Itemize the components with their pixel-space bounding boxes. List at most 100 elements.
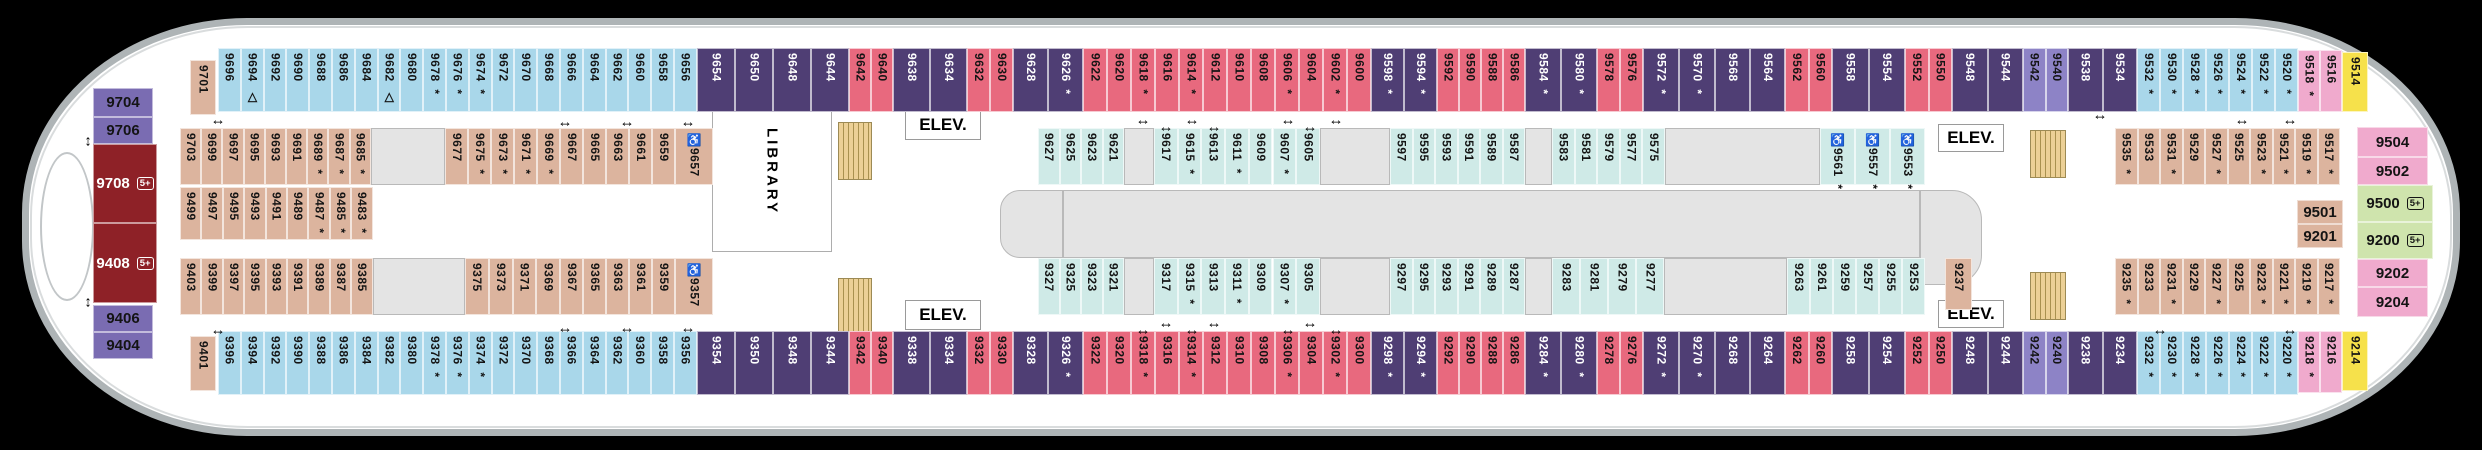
cabin-9591[interactable]: 9591: [1457, 128, 1480, 185]
cabin-9233[interactable]: 9233: [2137, 258, 2160, 315]
cabin-9392[interactable]: 9392: [263, 331, 287, 395]
cabin-9648[interactable]: 9648: [773, 48, 811, 112]
cabin-9597[interactable]: 9597: [1390, 128, 1413, 185]
cabin-9388[interactable]: 9388: [309, 331, 332, 395]
cabin-9376[interactable]: 9376 *: [446, 331, 469, 395]
cabin-9286[interactable]: 9286: [1503, 331, 1525, 395]
cabin-9516[interactable]: 9516: [2320, 50, 2342, 112]
cabin-9328[interactable]: 9328: [1013, 331, 1048, 395]
cabin-9530[interactable]: 9530 *: [2160, 48, 2183, 112]
cabin-9584[interactable]: 9584 *: [1525, 48, 1561, 112]
cabin-9235[interactable]: 9235 *: [2115, 258, 2138, 315]
cabin-9685[interactable]: 9685 *: [349, 128, 371, 185]
cabin-9607[interactable]: 9607 *: [1272, 128, 1297, 185]
cabin-9616[interactable]: 9616: [1155, 48, 1179, 112]
cabin-9533[interactable]: 9533: [2137, 128, 2160, 185]
cabin-9397[interactable]: 9397: [222, 258, 245, 315]
cabin-9521[interactable]: 9521 *: [2272, 128, 2295, 185]
cabin-9370[interactable]: 9370: [514, 331, 538, 395]
cabin-9688[interactable]: 9688: [309, 48, 332, 112]
cabin-9344[interactable]: 9344: [811, 331, 849, 395]
cabin-9618[interactable]: 9618 *: [1131, 48, 1155, 112]
cabin-9550[interactable]: 9550: [1928, 48, 1952, 112]
cabin-9222[interactable]: 9222 *: [2252, 331, 2275, 395]
cabin-9666[interactable]: 9666: [560, 48, 583, 112]
cabin-9292[interactable]: 9292: [1437, 331, 1459, 395]
cabin-9578[interactable]: 9578: [1597, 48, 1620, 112]
cabin-9640[interactable]: 9640: [871, 48, 893, 112]
cabin-9390[interactable]: 9390: [286, 331, 310, 395]
cabin-9695[interactable]: 9695: [243, 128, 265, 185]
cabin-9696[interactable]: 9696: [218, 48, 241, 112]
cabin-9493[interactable]: 9493: [244, 187, 266, 240]
cabin-9320[interactable]: 9320: [1107, 331, 1131, 395]
cabin-9248[interactable]: 9248: [1952, 331, 1988, 395]
cabin-9318[interactable]: 9318 *: [1131, 331, 1155, 395]
cabin-9373[interactable]: 9373: [488, 258, 513, 315]
cabin-9321[interactable]: 9321: [1102, 258, 1124, 315]
cabin-9393[interactable]: 9393: [265, 258, 287, 315]
cabin-9242[interactable]: 9242: [2023, 331, 2046, 395]
cabin-9340[interactable]: 9340: [871, 331, 893, 395]
cabin-9354[interactable]: 9354: [697, 331, 735, 395]
cabin-9689[interactable]: 9689 *: [307, 128, 329, 185]
cabin-9564[interactable]: 9564: [1750, 48, 1785, 112]
cabin-9650[interactable]: 9650: [735, 48, 773, 112]
cabin-9310[interactable]: 9310: [1227, 331, 1251, 395]
cabin-9697[interactable]: 9697: [222, 128, 244, 185]
cabin-9391[interactable]: 9391: [287, 258, 309, 315]
cabin-9375[interactable]: 9375: [465, 258, 489, 315]
cabin-9517[interactable]: 9517 *: [2317, 128, 2340, 185]
cabin-9223[interactable]: 9223 *: [2250, 258, 2273, 315]
cabin-9216[interactable]: 9216: [2320, 331, 2342, 393]
cabin-9568[interactable]: 9568: [1715, 48, 1750, 112]
cabin-9520[interactable]: 9520 *: [2275, 48, 2298, 112]
cabin-9252[interactable]: 9252: [1905, 331, 1929, 395]
cabin-9535[interactable]: 9535 *: [2115, 128, 2138, 185]
cabin-9686[interactable]: 9686: [332, 48, 355, 112]
cabin-9699[interactable]: 9699: [201, 128, 223, 185]
cabin-9504[interactable]: 9504: [2357, 127, 2428, 157]
cabin-9558[interactable]: 9558: [1832, 48, 1869, 112]
cabin-9221[interactable]: 9221 *: [2272, 258, 2295, 315]
cabin-9387[interactable]: 9387: [329, 258, 352, 315]
cabin-9634[interactable]: 9634: [930, 48, 967, 112]
cabin-9293[interactable]: 9293: [1435, 258, 1458, 315]
cabin-9217[interactable]: 9217 *: [2317, 258, 2340, 315]
cabin-9225[interactable]: 9225: [2227, 258, 2250, 315]
cabin-9368[interactable]: 9368: [537, 331, 560, 395]
cabin-9229[interactable]: 9229: [2182, 258, 2205, 315]
cabin-9255[interactable]: 9255: [1879, 258, 1902, 315]
cabin-9694[interactable]: 9694 △: [240, 48, 264, 112]
cabin-9308[interactable]: 9308: [1251, 331, 1275, 395]
cabin-9485[interactable]: 9485 *: [329, 187, 352, 240]
cabin-9701[interactable]: 9701: [190, 60, 216, 115]
cabin-9677[interactable]: 9677: [445, 128, 468, 185]
cabin-9529[interactable]: 9529: [2182, 128, 2205, 185]
cabin-9604[interactable]: 9604: [1299, 48, 1323, 112]
cabin-9270[interactable]: 9270 *: [1679, 331, 1715, 395]
cabin-9589[interactable]: 9589: [1480, 128, 1503, 185]
cabin-9334[interactable]: 9334: [930, 331, 967, 395]
cabin-9708[interactable]: 9708 5+: [93, 144, 157, 223]
cabin-9395[interactable]: 9395: [244, 258, 266, 315]
cabin-9295[interactable]: 9295: [1412, 258, 1435, 315]
cabin-9348[interactable]: 9348: [773, 331, 811, 395]
cabin-9369[interactable]: 9369: [536, 258, 560, 315]
cabin-9668[interactable]: 9668: [537, 48, 560, 112]
cabin-9660[interactable]: 9660: [628, 48, 652, 112]
cabin-9307[interactable]: 9307 *: [1272, 258, 1297, 315]
cabin-9258[interactable]: 9258: [1832, 331, 1869, 395]
cabin-9544[interactable]: 9544: [1987, 48, 2023, 112]
cabin-9672[interactable]: 9672: [491, 48, 515, 112]
cabin-9676[interactable]: 9676 *: [446, 48, 469, 112]
cabin-9659[interactable]: 9659: [652, 128, 675, 185]
cabin-9594[interactable]: 9594 *: [1404, 48, 1437, 112]
cabin-9291[interactable]: 9291: [1457, 258, 1480, 315]
cabin-9401[interactable]: 9401: [190, 336, 216, 391]
cabin-9277[interactable]: 9277: [1636, 258, 1664, 315]
cabin-9297[interactable]: 9297: [1390, 258, 1413, 315]
cabin-9575[interactable]: 9575: [1642, 128, 1665, 185]
cabin-9260[interactable]: 9260: [1808, 331, 1832, 395]
cabin-9244[interactable]: 9244: [1987, 331, 2023, 395]
